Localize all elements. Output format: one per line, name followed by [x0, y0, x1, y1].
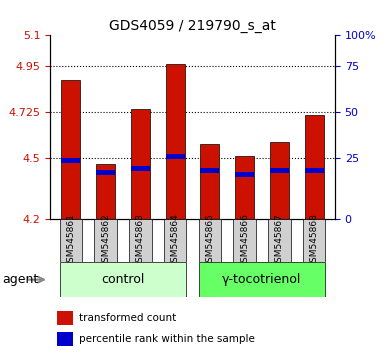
- Bar: [235, 172, 254, 177]
- Bar: [268, 219, 291, 262]
- Bar: [57, 312, 73, 325]
- Bar: [199, 262, 325, 297]
- Text: GSM545865: GSM545865: [205, 213, 214, 268]
- Bar: [305, 115, 324, 219]
- Bar: [94, 219, 117, 262]
- Text: agent: agent: [2, 273, 38, 286]
- Bar: [233, 219, 256, 262]
- Bar: [164, 219, 186, 262]
- Bar: [60, 219, 82, 262]
- Text: GSM545866: GSM545866: [240, 213, 249, 268]
- Bar: [270, 142, 289, 219]
- Bar: [57, 332, 73, 346]
- Title: GDS4059 / 219790_s_at: GDS4059 / 219790_s_at: [109, 19, 276, 33]
- Bar: [61, 158, 80, 163]
- Bar: [96, 164, 115, 219]
- Bar: [61, 80, 80, 219]
- Bar: [235, 156, 254, 219]
- Text: control: control: [101, 273, 145, 286]
- Text: GSM545863: GSM545863: [136, 213, 145, 268]
- Bar: [166, 154, 185, 159]
- Text: γ-tocotrienol: γ-tocotrienol: [222, 273, 302, 286]
- Bar: [96, 170, 115, 175]
- Text: GSM545864: GSM545864: [171, 213, 180, 268]
- Text: percentile rank within the sample: percentile rank within the sample: [79, 334, 255, 344]
- Text: GSM545868: GSM545868: [310, 213, 319, 268]
- Bar: [131, 109, 150, 219]
- Text: GSM545862: GSM545862: [101, 213, 110, 268]
- Bar: [305, 168, 324, 173]
- Bar: [270, 168, 289, 173]
- Text: GSM545861: GSM545861: [66, 213, 75, 268]
- Bar: [199, 219, 221, 262]
- Text: transformed count: transformed count: [79, 313, 176, 323]
- Bar: [166, 64, 185, 219]
- Bar: [200, 144, 219, 219]
- Bar: [200, 168, 219, 173]
- Bar: [131, 166, 150, 171]
- Bar: [303, 219, 325, 262]
- Text: GSM545867: GSM545867: [275, 213, 284, 268]
- Bar: [60, 262, 186, 297]
- Bar: [129, 219, 152, 262]
